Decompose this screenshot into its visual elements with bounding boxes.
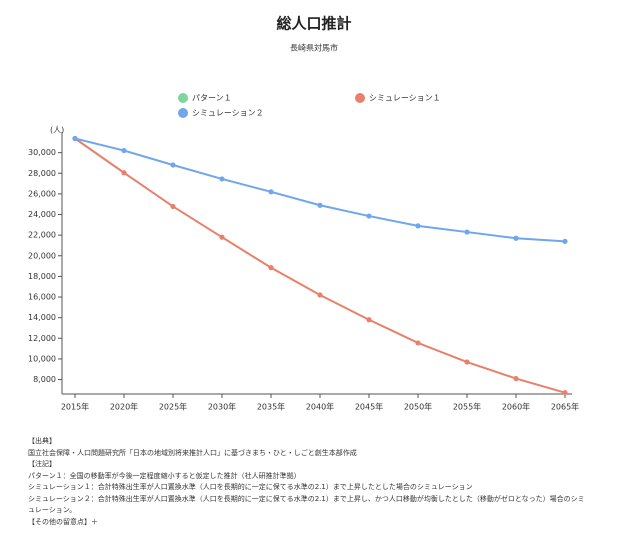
y-unit: (人) [50, 126, 64, 135]
y-tick-label: 8,000 [33, 375, 56, 384]
y-tick-label: 10,000 [28, 354, 56, 363]
y-tick-label: 22,000 [28, 231, 56, 240]
data-point [317, 292, 323, 298]
y-tick-label: 28,000 [28, 169, 56, 178]
x-tick-label: 2065年 [551, 402, 579, 412]
legend-marker [178, 93, 188, 103]
notes: 【出典】 国立社会保障・人口問題研究所「日本の地域別将来推計人口」に基づきまち・… [28, 436, 588, 528]
notes-heading: 【注記】 [28, 460, 56, 468]
chart-subtitle: 長崎県対馬市 [290, 43, 338, 53]
x-tick-label: 2045年 [355, 402, 383, 412]
legend-label: シミュレーション１ [369, 94, 441, 103]
data-point [366, 213, 372, 219]
chart: 総人口推計 長崎県対馬市 (人) パターン１ シミュレーション１ シミュレーション２… [28, 15, 579, 412]
legend-marker [355, 93, 365, 103]
x-tick-label: 2030年 [208, 402, 236, 412]
y-tick-label: 24,000 [28, 210, 56, 219]
data-point [513, 235, 519, 241]
data-point [562, 238, 568, 244]
data-point [219, 176, 225, 182]
x-tick-label: 2060年 [502, 402, 530, 412]
x-tick-label: 2055年 [453, 402, 481, 412]
data-point [464, 359, 470, 365]
legend-label: パターン１ [192, 94, 232, 103]
x-tick-label: 2015年 [61, 402, 89, 412]
data-point [464, 229, 470, 235]
data-point [562, 390, 568, 396]
note: シミュレーション２：合計特殊出生率が人口置換水準（人口を長期的に一定に保てる水準… [28, 494, 585, 515]
x-tick-label: 2035年 [257, 402, 285, 412]
chart-title: 総人口推計 [276, 15, 351, 33]
data-point [121, 170, 127, 176]
data-point [268, 189, 274, 195]
data-point [268, 265, 274, 271]
y-tick-label: 14,000 [28, 313, 56, 322]
y-tick-label: 20,000 [28, 251, 56, 260]
data-point [317, 202, 323, 208]
x-tick-label: 2020年 [110, 402, 138, 412]
data-point [415, 223, 421, 229]
data-point [366, 317, 372, 323]
x-tick-label: 2050年 [404, 402, 432, 412]
source: 国立社会保障・人口問題研究所「日本の地域別将来推計人口」に基づきまち・ひと・しご… [28, 448, 357, 457]
other-link[interactable]: 【その他の留意点】＋ [28, 517, 98, 526]
note: シミュレーション１：合計特殊出生率が人口置換水準（人口を長期的に一定に保てる水準… [28, 483, 473, 491]
y-tick-label: 18,000 [28, 272, 56, 281]
series-line [74, 137, 566, 394]
note: パターン１：全国の移動率が今後一定程度縮小すると仮定した推計（社人研推計準拠） [28, 471, 301, 480]
y-tick-label: 12,000 [28, 334, 56, 343]
y-tick-label: 30,000 [28, 148, 56, 157]
data-point [170, 203, 176, 210]
legend-label: シミュレーション２ [192, 109, 264, 118]
x-tick-label: 2025年 [159, 402, 187, 412]
data-point [170, 162, 176, 168]
source-heading: 【出典】 [28, 437, 56, 445]
data-point [513, 375, 519, 382]
x-tick-label: 2040年 [306, 402, 334, 412]
y-tick-label: 26,000 [28, 189, 56, 198]
y-tick-label: 16,000 [28, 293, 56, 302]
data-point [415, 340, 421, 346]
data-point [72, 135, 78, 142]
data-point [219, 234, 225, 240]
legend-marker [178, 108, 188, 118]
data-point [121, 147, 127, 154]
